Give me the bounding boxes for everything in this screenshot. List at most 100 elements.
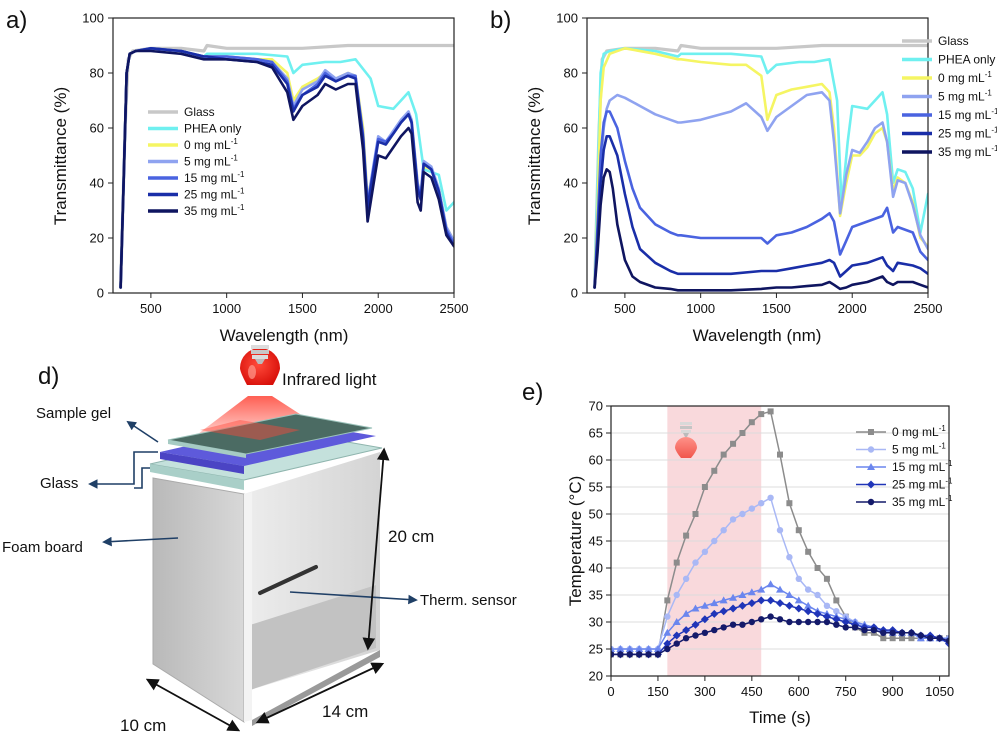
panel-b-y-axis-title: Transmittance (%) bbox=[525, 87, 544, 225]
panel-e-data-point-35-mg-ml-1 bbox=[758, 616, 765, 623]
panel-e-data-point-35-mg-ml-1 bbox=[720, 624, 727, 631]
panel-e-x-tick-label: 900 bbox=[882, 684, 904, 699]
panel-e-data-point-5-mg-ml-1 bbox=[814, 591, 821, 599]
panel-e-series-line-5-mg-ml-1 bbox=[611, 496, 949, 650]
panel-a-x-tick-label: 1000 bbox=[212, 301, 241, 316]
panel-e-data-point-0-mg-ml-1 bbox=[833, 597, 840, 604]
panel-e-data-point-35-mg-ml-1 bbox=[701, 629, 709, 636]
panel-a-legend-label-phea-only: PHEA only bbox=[184, 122, 241, 136]
panel-a-series-line-35-mg-ml-1 bbox=[119, 49, 454, 289]
panel-e-data-point-35-mg-ml-1 bbox=[617, 651, 624, 658]
panel-b-y-tick-label: 100 bbox=[556, 11, 578, 26]
depth-dimension-arrow bbox=[255, 662, 385, 724]
panel-e-data-point-35-mg-ml-1 bbox=[776, 616, 784, 623]
panel-e-data-point-5-mg-ml-1 bbox=[776, 527, 784, 534]
panel-e-data-point-15-mg-ml-1 bbox=[672, 618, 681, 625]
panel-e-label: e) bbox=[522, 379, 543, 406]
panel-e-data-point-25-mg-ml-1 bbox=[682, 626, 691, 635]
foam-board-front bbox=[152, 477, 245, 723]
panel-b-legend-label-0-mg-ml-1: 0 mg mL-1 bbox=[938, 70, 992, 85]
panel-e-y-tick-label: 45 bbox=[589, 534, 603, 549]
panel-e-x-tick-label: 450 bbox=[741, 684, 763, 699]
panel-b-series-line-15-mg-ml-1 bbox=[593, 110, 928, 289]
panel-e-data-point-0-mg-ml-1 bbox=[720, 451, 727, 458]
panel-a-y-tick-label: 60 bbox=[90, 121, 104, 136]
panel-e-y-tick-label: 20 bbox=[589, 669, 603, 684]
panel-e-data-point-0-mg-ml-1 bbox=[748, 419, 755, 426]
panel-e-data-point-35-mg-ml-1 bbox=[842, 624, 849, 631]
foam-board-edge bbox=[244, 492, 252, 722]
panel-a-y-tick-label: 0 bbox=[97, 286, 104, 301]
panel-e-data-point-0-mg-ml-1 bbox=[889, 635, 896, 642]
panel-e-data-point-15-mg-ml-1 bbox=[766, 580, 775, 588]
panel-e-data-point-25-mg-ml-1 bbox=[747, 599, 756, 608]
panel-e-data-point-15-mg-ml-1 bbox=[719, 596, 728, 604]
light-bulb-icon bbox=[240, 345, 280, 385]
panel-e-x-tick-label: 600 bbox=[788, 684, 810, 699]
panel-e-data-point-35-mg-ml-1 bbox=[908, 629, 915, 636]
glass-arrow-lower bbox=[134, 467, 150, 489]
panel-e-data-point-15-mg-ml-1 bbox=[700, 601, 709, 609]
panel-e-data-point-5-mg-ml-1 bbox=[701, 548, 709, 555]
panel-e-data-point-15-mg-ml-1 bbox=[625, 645, 634, 652]
panel-e-data-point-15-mg-ml-1 bbox=[691, 604, 700, 612]
panel-e-data-point-5-mg-ml-1 bbox=[720, 527, 727, 534]
sample-gel-arrow bbox=[126, 420, 159, 443]
panel-b-x-tick-label: 2000 bbox=[838, 301, 867, 316]
panel-e-data-point-5-mg-ml-1 bbox=[795, 575, 802, 582]
panel-b-series-line-35-mg-ml-1 bbox=[593, 168, 928, 292]
panel-e-data-point-15-mg-ml-1 bbox=[635, 645, 644, 652]
foam-board-label: Foam board bbox=[2, 539, 83, 556]
panel-e-data-point-25-mg-ml-1 bbox=[710, 609, 719, 618]
panel-e-data-point-5-mg-ml-1 bbox=[748, 505, 756, 512]
panel-e-data-point-0-mg-ml-1 bbox=[823, 575, 830, 582]
panel-e-data-point-0-mg-ml-1 bbox=[767, 408, 774, 415]
panel-e-data-point-25-mg-ml-1 bbox=[813, 609, 822, 618]
panel-e-legend-label-5-mg-ml-1: 5 mg mL-1 bbox=[892, 442, 946, 457]
panel-a-x-tick-label: 2000 bbox=[364, 301, 393, 316]
panel-e-data-point-0-mg-ml-1 bbox=[805, 548, 812, 555]
height-dimension-arrow bbox=[362, 447, 390, 651]
foam-board-arrow bbox=[102, 536, 179, 547]
panel-e-series-line-25-mg-ml-1 bbox=[611, 599, 949, 656]
glass-arrow-upper bbox=[88, 451, 158, 489]
panel-e-data-point-35-mg-ml-1 bbox=[711, 626, 718, 634]
panel-e-data-point-35-mg-ml-1 bbox=[748, 618, 756, 626]
panel-e-legend-marker-15-mg-ml-1 bbox=[867, 463, 875, 470]
panel-b-x-axis-title: Wavelength (nm) bbox=[693, 326, 822, 345]
panel-e-data-point-5-mg-ml-1 bbox=[767, 494, 774, 501]
panel-e-data-point-35-mg-ml-1 bbox=[767, 613, 774, 620]
panel-e-data-point-25-mg-ml-1 bbox=[663, 639, 672, 648]
panel-a-x-tick-label: 500 bbox=[140, 301, 162, 316]
panel-e-data-point-5-mg-ml-1 bbox=[692, 559, 699, 566]
panel-a-label: a) bbox=[6, 7, 27, 34]
panel-b-plot-frame bbox=[586, 17, 929, 294]
panel-a-x-tick-label: 1500 bbox=[288, 301, 317, 316]
panel-e-data-point-15-mg-ml-1 bbox=[785, 591, 794, 598]
panel-e-y-tick-label: 30 bbox=[589, 615, 603, 630]
sample-gel-label: Sample gel bbox=[36, 405, 111, 422]
panel-e-data-point-15-mg-ml-1 bbox=[710, 599, 719, 607]
glass-label: Glass bbox=[40, 475, 78, 492]
panel-e-data-point-25-mg-ml-1 bbox=[719, 607, 728, 616]
panel-e-x-tick-label: 150 bbox=[647, 684, 669, 699]
panel-e-y-tick-label: 60 bbox=[589, 453, 603, 468]
panel-a-chart: a) 500 1000 1500 2000 2500 0 20 40 60 80 100 Glass… bbox=[6, 7, 468, 345]
panel-e-data-point-25-mg-ml-1 bbox=[832, 615, 841, 624]
panel-e-y-tick-label: 70 bbox=[589, 399, 603, 414]
panel-e-data-point-0-mg-ml-1 bbox=[730, 440, 737, 447]
panel-e-data-point-35-mg-ml-1 bbox=[823, 618, 831, 626]
panel-b-legend: Glass PHEA only 0 mg mL-1 5 mg mL-1 15 mg mL… bbox=[902, 34, 997, 159]
panel-e-data-point-15-mg-ml-1 bbox=[616, 645, 625, 652]
panel-e-data-point-25-mg-ml-1 bbox=[729, 604, 738, 613]
panel-b-y-tick-label: 60 bbox=[564, 121, 578, 136]
panel-b-series-line-25-mg-ml-1 bbox=[593, 135, 928, 289]
panel-e-y-tick-label: 65 bbox=[589, 426, 603, 441]
panel-b-x-tick-label: 1000 bbox=[686, 301, 715, 316]
panel-b-x-tick-label: 2500 bbox=[914, 301, 943, 316]
panel-e-data-point-35-mg-ml-1 bbox=[645, 651, 652, 658]
panel-e-data-point-35-mg-ml-1 bbox=[635, 651, 643, 658]
panel-e-data-point-35-mg-ml-1 bbox=[626, 651, 633, 658]
panel-e-legend-label-35-mg-ml-1: 35 mg mL-1 bbox=[892, 494, 953, 509]
panel-e-data-point-5-mg-ml-1 bbox=[823, 602, 831, 609]
